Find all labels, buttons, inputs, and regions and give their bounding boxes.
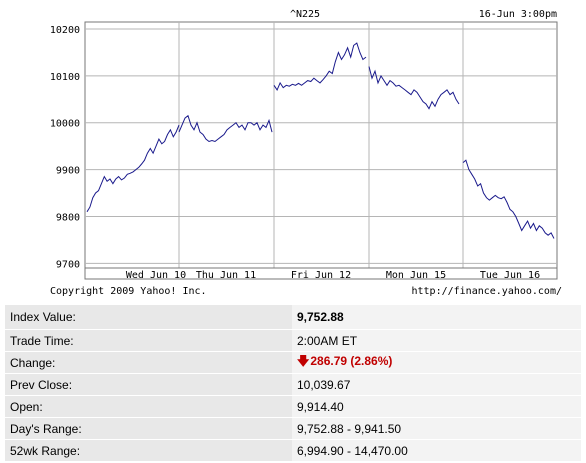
series-line-segment [86,124,180,213]
series-line-segment [273,42,367,91]
chart-timestamp: 16-Jun 3:00pm [479,9,557,20]
stat-row-prev-close: Prev Close: 10,039.67 [5,373,581,396]
y-tick-label: 10100 [50,72,80,83]
y-tick-label: 10200 [50,25,80,36]
days-range-label: Day's Range: [5,417,292,440]
stat-row-52wk-range: 52wk Range: 6,994.90 - 14,470.00 [5,439,581,462]
y-tick-label: 10000 [50,119,80,130]
wk52-range-label: 52wk Range: [5,439,292,462]
stat-row-change: Change: 🡇 286.79 (2.86%) [5,351,581,374]
y-tick-label: 9800 [56,212,80,223]
open-value: 9,914.40 [292,395,581,418]
quote-stats-table: Index Value: 9,752.88 Trade Time: 2:00AM… [5,305,581,462]
stat-row-index-value: Index Value: 9,752.88 [5,305,581,330]
chart-source-link[interactable]: http://finance.yahoo.com/ [411,286,562,297]
x-tick-label: Fri Jun 12 [291,270,351,281]
stock-chart: 10200 10100 10000 9900 9800 9700 Wed Jun 10 Th… [50,9,562,297]
open-label: Open: [5,395,292,418]
trade-time-label: Trade Time: [5,329,292,352]
change-cell: 🡇 286.79 (2.86%) [292,351,581,374]
index-value: 9,752.88 [292,305,581,330]
series-line-segment [462,159,555,239]
y-tick-label: 9700 [56,259,80,270]
chart-title: ^N225 [290,9,320,20]
x-axis-band [84,267,558,280]
prev-close-value: 10,039.67 [292,373,581,396]
plot-area [84,21,558,269]
prev-close-label: Prev Close: [5,373,292,396]
arrow-down-icon: 🡇 [297,354,310,368]
series-line-segment [178,114,273,143]
change-value: 286.79 (2.86%) [310,354,393,368]
stat-row-open: Open: 9,914.40 [5,395,581,418]
x-axis: Wed Jun 10 Thu Jun 11 Fri Jun 12 Mon Jun 15… [84,267,558,281]
x-tick-label: Thu Jun 11 [196,270,256,281]
wk52-range-value: 6,994.90 - 14,470.00 [292,439,581,462]
x-tick-label: Tue Jun 16 [480,270,540,281]
days-range-value: 9,752.88 - 9,941.50 [292,417,581,440]
trade-time-value: 2:00AM ET [292,329,581,352]
chart-copyright: Copyright 2009 Yahoo! Inc. [50,286,207,297]
index-value-label: Index Value: [5,305,292,330]
stock-chart-svg: 10200 10100 10000 9900 9800 9700 Wed Jun 10 Th… [50,9,562,297]
x-tick-label: Wed Jun 10 [126,270,186,281]
grid-lines [85,22,557,268]
price-series [86,42,555,239]
stat-row-trade-time: Trade Time: 2:00AM ET [5,329,581,352]
x-tick-label: Mon Jun 15 [386,270,446,281]
change-label: Change: [5,351,292,374]
series-line-segment [368,66,460,110]
y-tick-label: 9900 [56,166,80,177]
y-axis: 10200 10100 10000 9900 9800 9700 [50,25,80,270]
stat-row-days-range: Day's Range: 9,752.88 - 9,941.50 [5,417,581,440]
